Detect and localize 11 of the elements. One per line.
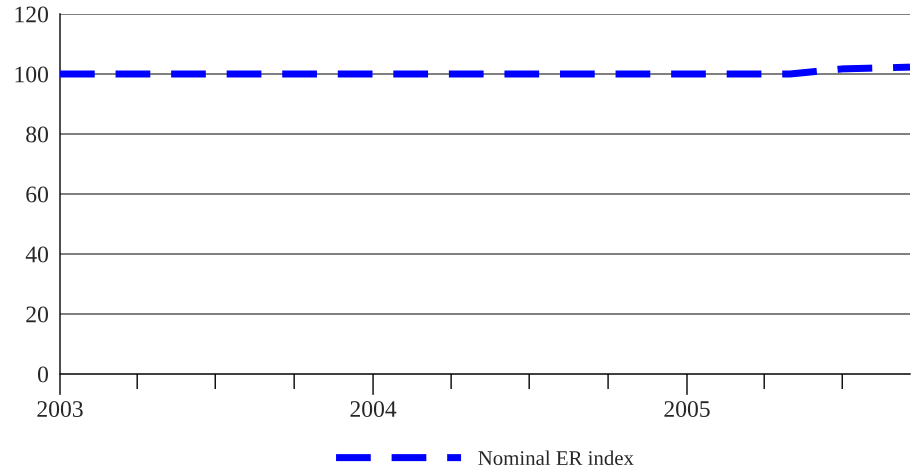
- y-tick-label: 0: [38, 366, 48, 382]
- y-tick-label: 60: [26, 186, 48, 202]
- y-tick-label: 40: [26, 246, 48, 262]
- y-tick-label: 80: [26, 126, 48, 142]
- y-tick-label: 100: [16, 66, 48, 82]
- y-tick-label: 20: [26, 306, 48, 322]
- y-tick-label: 120: [16, 6, 48, 22]
- x-tick-label: 2005: [664, 401, 710, 418]
- x-tick-label: 2003: [37, 401, 83, 418]
- x-tick-label: 2004: [350, 401, 396, 418]
- text: Nominal ER index: [478, 450, 634, 466]
